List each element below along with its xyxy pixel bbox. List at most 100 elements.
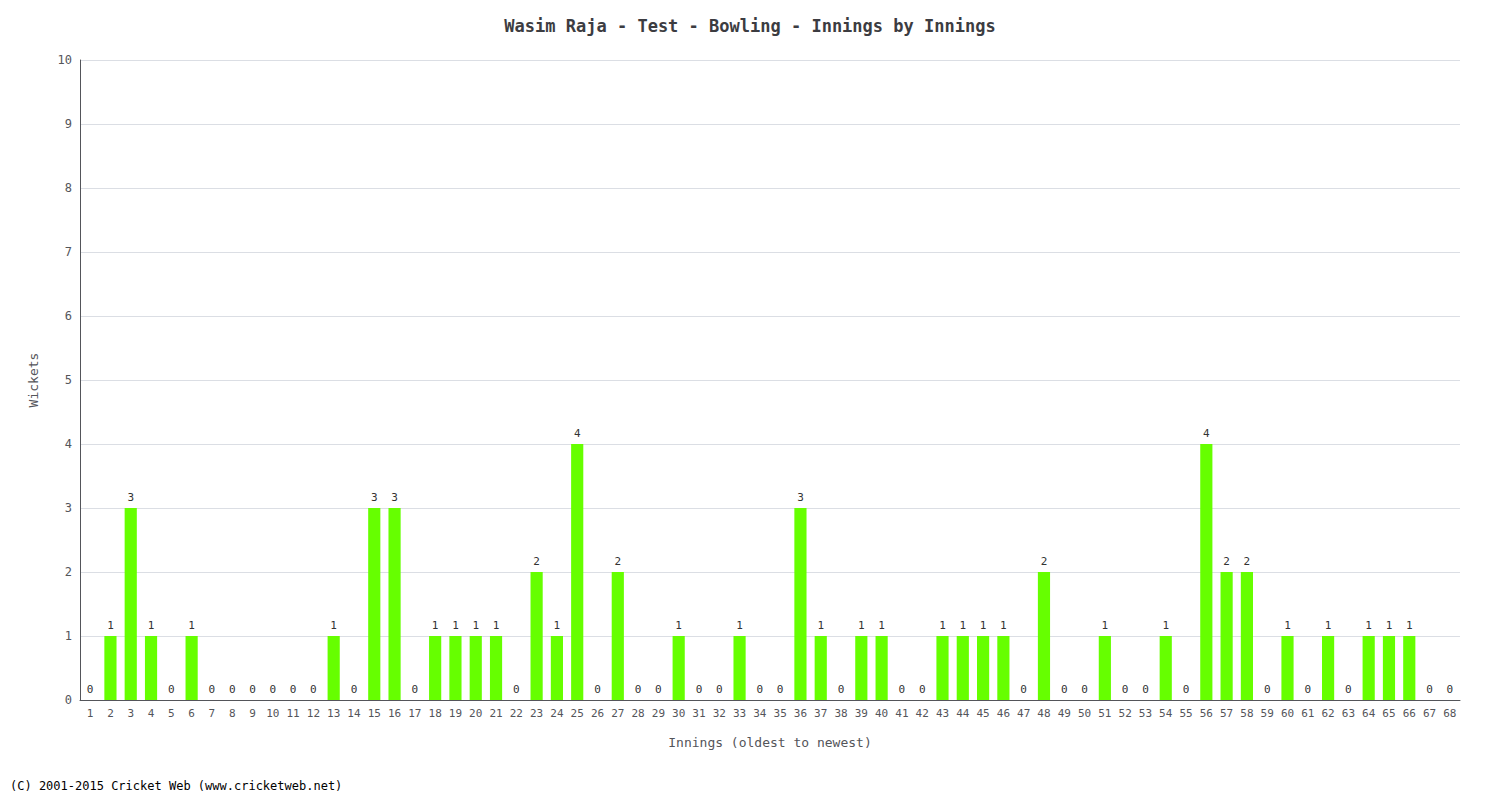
svg-text:3: 3 [371,491,378,504]
svg-text:4: 4 [1203,427,1210,440]
svg-text:18: 18 [429,707,442,720]
svg-text:62: 62 [1321,707,1334,720]
svg-text:38: 38 [834,707,847,720]
svg-text:9: 9 [249,707,256,720]
svg-text:2: 2 [107,707,114,720]
svg-text:1: 1 [939,619,946,632]
svg-text:25: 25 [571,707,584,720]
svg-text:29: 29 [652,707,665,720]
svg-text:27: 27 [611,707,624,720]
svg-text:0: 0 [513,683,520,696]
svg-text:14: 14 [347,707,361,720]
svg-text:23: 23 [530,707,543,720]
svg-text:6: 6 [65,309,72,323]
svg-text:41: 41 [895,707,908,720]
svg-text:61: 61 [1301,707,1314,720]
svg-text:26: 26 [591,707,604,720]
svg-text:10: 10 [266,707,279,720]
svg-text:51: 51 [1098,707,1111,720]
svg-text:53: 53 [1139,707,1152,720]
svg-text:0: 0 [310,683,317,696]
svg-text:0: 0 [1061,683,1068,696]
svg-text:1: 1 [1406,619,1413,632]
svg-text:1: 1 [1000,619,1007,632]
svg-text:0: 0 [696,683,703,696]
svg-text:24: 24 [550,707,564,720]
svg-text:15: 15 [368,707,381,720]
svg-text:3: 3 [391,491,398,504]
svg-text:0: 0 [757,683,764,696]
svg-text:1: 1 [1365,619,1372,632]
svg-text:1: 1 [87,707,94,720]
svg-text:11: 11 [286,707,299,720]
svg-text:66: 66 [1403,707,1416,720]
svg-text:1: 1 [1102,619,1109,632]
svg-text:0: 0 [635,683,642,696]
svg-text:36: 36 [794,707,807,720]
svg-text:6: 6 [188,707,195,720]
svg-text:9: 9 [65,117,72,131]
svg-text:7: 7 [209,707,216,720]
svg-text:Innings (oldest to newest): Innings (oldest to newest) [668,735,872,750]
svg-text:63: 63 [1342,707,1355,720]
svg-text:0: 0 [1447,683,1454,696]
svg-text:0: 0 [269,683,276,696]
svg-text:1: 1 [493,619,500,632]
svg-text:1: 1 [107,619,114,632]
svg-text:64: 64 [1362,707,1376,720]
svg-text:0: 0 [168,683,175,696]
svg-text:0: 0 [1264,683,1271,696]
svg-text:1: 1 [817,619,824,632]
svg-text:2: 2 [614,555,621,568]
svg-text:3: 3 [65,501,72,515]
svg-text:40: 40 [875,707,888,720]
svg-text:3: 3 [127,491,134,504]
svg-text:0: 0 [1081,683,1088,696]
svg-text:0: 0 [412,683,419,696]
svg-text:30: 30 [672,707,685,720]
svg-text:0: 0 [209,683,216,696]
svg-text:12: 12 [307,707,320,720]
svg-text:56: 56 [1200,707,1213,720]
svg-text:39: 39 [855,707,868,720]
svg-text:0: 0 [1183,683,1190,696]
svg-text:8: 8 [229,707,236,720]
svg-text:2: 2 [533,555,540,568]
svg-text:48: 48 [1037,707,1050,720]
svg-text:32: 32 [713,707,726,720]
svg-text:44: 44 [956,707,970,720]
svg-text:10: 10 [58,53,72,67]
svg-text:0: 0 [1142,683,1149,696]
svg-text:0: 0 [1345,683,1352,696]
svg-text:20: 20 [469,707,482,720]
svg-text:0: 0 [249,683,256,696]
svg-text:1: 1 [878,619,885,632]
svg-text:22: 22 [510,707,523,720]
svg-text:Wickets: Wickets [26,353,41,408]
svg-text:55: 55 [1179,707,1192,720]
svg-text:0: 0 [594,683,601,696]
svg-text:1: 1 [188,619,195,632]
svg-text:49: 49 [1058,707,1071,720]
svg-text:1: 1 [554,619,561,632]
svg-text:1: 1 [330,619,337,632]
svg-text:2: 2 [1223,555,1230,568]
svg-text:16: 16 [388,707,401,720]
svg-text:2: 2 [1244,555,1251,568]
svg-text:34: 34 [753,707,767,720]
svg-text:43: 43 [936,707,949,720]
svg-text:0: 0 [838,683,845,696]
svg-text:1: 1 [65,629,72,643]
svg-text:1: 1 [980,619,987,632]
svg-text:1: 1 [1325,619,1332,632]
svg-text:4: 4 [65,437,72,451]
svg-text:0: 0 [655,683,662,696]
svg-text:59: 59 [1261,707,1274,720]
svg-text:0: 0 [229,683,236,696]
svg-text:28: 28 [631,707,644,720]
svg-text:1: 1 [432,619,439,632]
svg-text:68: 68 [1443,707,1456,720]
svg-text:2: 2 [1041,555,1048,568]
svg-text:42: 42 [916,707,929,720]
svg-text:0: 0 [87,683,94,696]
